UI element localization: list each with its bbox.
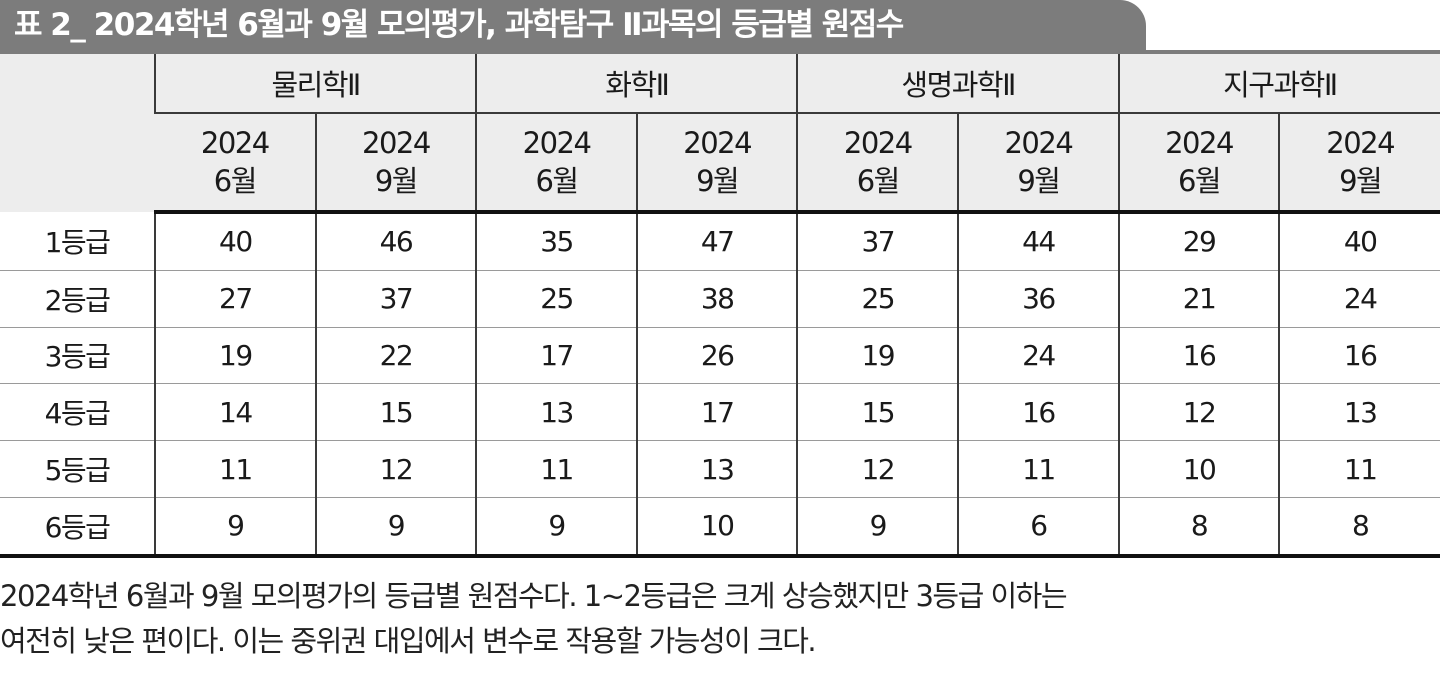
exam-month: 9월 (374, 164, 419, 198)
score-cell: 11 (154, 440, 316, 498)
score-cell: 27 (154, 270, 316, 328)
score-cell: 24 (1278, 270, 1440, 328)
score-cell: 22 (314, 327, 477, 385)
grade-label: 3등급 (0, 327, 156, 385)
exam-header: 2024 9월 (635, 113, 798, 214)
grade-label: 6등급 (0, 497, 156, 558)
table-row: 1등급 40 46 35 47 37 44 29 40 (0, 212, 1440, 271)
score-cell: 37 (796, 212, 959, 271)
score-cell: 25 (475, 270, 637, 328)
score-cell: 13 (1278, 383, 1440, 442)
score-cell: 8 (1117, 497, 1280, 558)
score-cell: 15 (796, 383, 959, 442)
score-cell: 11 (475, 440, 637, 498)
score-cell: 9 (314, 497, 477, 558)
subject-header: 지구과학Ⅱ (1117, 54, 1440, 114)
score-cell: 11 (1278, 440, 1440, 498)
exam-header: 2024 6월 (475, 113, 637, 214)
score-cell: 14 (154, 383, 316, 442)
score-cell: 36 (957, 270, 1119, 328)
score-cell: 24 (957, 327, 1119, 385)
caption-line: 여전히 낮은 편이다. 이는 중위권 대입에서 변수로 작용할 가능성이 크다. (0, 624, 817, 658)
score-cell: 19 (796, 327, 959, 385)
caption-line: 2024학년 6월과 9월 모의평가의 등급별 원점수다. 1~2등급은 크게 … (0, 579, 1068, 613)
exam-header: 2024 6월 (796, 113, 959, 214)
score-cell: 21 (1117, 270, 1280, 328)
grade-label: 2등급 (0, 270, 156, 328)
score-cell: 9 (475, 497, 637, 558)
score-cell: 9 (154, 497, 316, 558)
exam-year: 2024 (1326, 126, 1395, 160)
subject-header: 화학Ⅱ (475, 54, 798, 114)
exam-header: 2024 9월 (1278, 113, 1440, 214)
exam-year: 2024 (200, 126, 270, 160)
exam-month: 6월 (535, 164, 579, 198)
score-cell: 12 (796, 440, 959, 498)
score-cell: 19 (154, 327, 316, 385)
subject-header: 생명과학Ⅱ (796, 54, 1119, 114)
exam-month: 9월 (696, 164, 740, 198)
exam-header: 2024 6월 (155, 113, 316, 214)
subject-header-row: 물리학Ⅱ 화학Ⅱ 생명과학Ⅱ 지구과학Ⅱ (0, 54, 1440, 212)
score-cell: 16 (1117, 327, 1280, 385)
exam-month: 9월 (1017, 164, 1061, 198)
exam-month: 6월 (1177, 164, 1222, 198)
score-cell: 8 (1278, 497, 1440, 558)
grade-label: 1등급 (0, 212, 156, 271)
exam-header: 2024 9월 (957, 113, 1119, 214)
grade-score-table: 물리학Ⅱ 화학Ⅱ 생명과학Ⅱ 지구과학Ⅱ 2024 6월 2024 9월 2024 6… (0, 54, 1440, 558)
exam-header: 2024 6월 (1117, 113, 1280, 214)
score-cell: 46 (314, 212, 477, 271)
score-cell: 25 (796, 270, 959, 328)
title-rule (0, 50, 1440, 54)
score-cell: 40 (1278, 212, 1440, 271)
grade-label: 4등급 (0, 383, 156, 442)
table-title: 표 2_ 2024학년 6월과 9월 모의평가, 과학탐구 Ⅱ과목의 등급별 원… (14, 7, 904, 43)
score-cell: 17 (635, 383, 798, 442)
table-row: 3등급 19 22 17 26 19 24 16 16 (0, 327, 1440, 385)
table-row: 5등급 11 12 11 13 12 11 10 11 (0, 440, 1440, 498)
grade-label: 5등급 (0, 440, 156, 498)
score-cell: 29 (1117, 212, 1280, 271)
exam-header-row: 2024 6월 2024 9월 2024 6월 2024 9월 2024 6월 2024 9… (0, 113, 1440, 214)
table-row: 4등급 14 15 13 17 15 16 12 13 (0, 383, 1440, 442)
score-cell: 40 (154, 212, 316, 271)
score-cell: 17 (475, 327, 637, 385)
score-cell: 26 (635, 327, 798, 385)
exam-header: 2024 9월 (314, 113, 477, 214)
score-cell: 15 (314, 383, 477, 442)
table-caption: 2024학년 6월과 9월 모의평가의 등급별 원점수다. 1~2등급은 크게 … (0, 574, 1440, 664)
score-cell: 37 (314, 270, 477, 328)
subject-header: 물리학Ⅱ (154, 54, 477, 114)
exam-year: 2024 (522, 126, 592, 160)
exam-year: 2024 (1004, 126, 1073, 160)
score-cell: 16 (1278, 327, 1440, 385)
score-cell: 6 (957, 497, 1119, 558)
corner-cell (0, 54, 156, 212)
table-row: 2등급 27 37 25 38 25 36 21 24 (0, 270, 1440, 328)
score-cell: 12 (314, 440, 477, 498)
score-cell: 44 (957, 212, 1119, 271)
score-cell: 16 (957, 383, 1119, 442)
score-cell: 12 (1117, 383, 1280, 442)
table-row: 6등급 9 9 9 10 9 6 8 8 (0, 497, 1440, 558)
table-title-bar: 표 2_ 2024학년 6월과 9월 모의평가, 과학탐구 Ⅱ과목의 등급별 원… (0, 0, 1146, 50)
exam-year: 2024 (1165, 126, 1234, 160)
score-cell: 35 (475, 212, 637, 271)
exam-month: 9월 (1339, 164, 1383, 198)
score-cell: 9 (796, 497, 959, 558)
exam-month: 6월 (856, 164, 901, 198)
score-cell: 10 (1117, 440, 1280, 498)
score-cell: 10 (635, 497, 798, 558)
score-cell: 38 (635, 270, 798, 328)
score-cell: 13 (635, 440, 798, 498)
exam-month: 6월 (213, 164, 258, 198)
score-cell: 47 (635, 212, 798, 271)
score-cell: 11 (957, 440, 1119, 498)
exam-year: 2024 (843, 126, 913, 160)
score-cell: 13 (475, 383, 637, 442)
exam-year: 2024 (362, 126, 431, 160)
exam-year: 2024 (683, 126, 752, 160)
